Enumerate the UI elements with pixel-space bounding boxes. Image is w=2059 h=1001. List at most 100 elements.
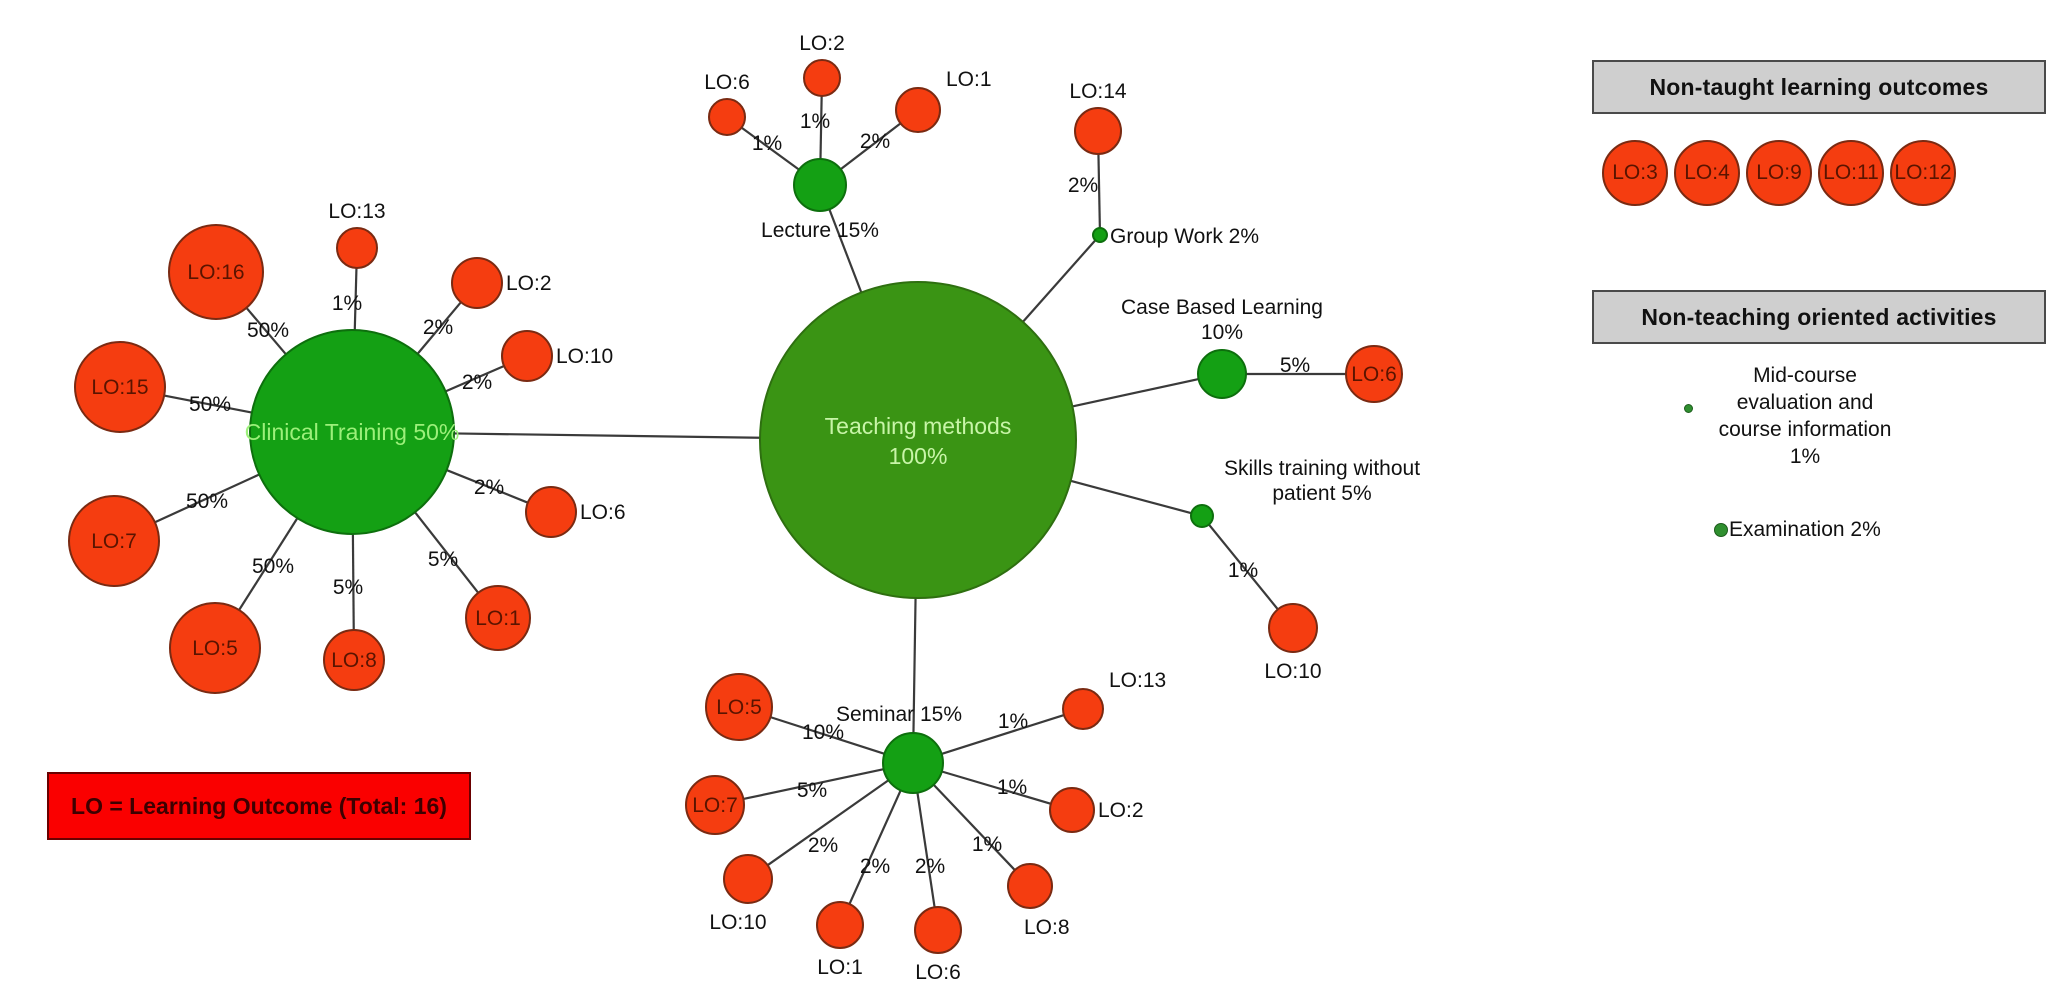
- edge-percent-label: 1%: [998, 710, 1028, 733]
- activity-line-1: Mid-course: [1753, 364, 1857, 387]
- edge-seminar-to-outcome-20: [916, 792, 936, 908]
- edge-percent-label: 2%: [462, 371, 492, 394]
- edge-percent-label: 2%: [860, 855, 890, 878]
- non-taught-lo-chip[interactable]: LO:9: [1746, 140, 1812, 206]
- learning-outcome-node[interactable]: [895, 87, 941, 133]
- learning-outcome-node[interactable]: [74, 341, 166, 433]
- edge-seminar-to-outcome-22: [941, 770, 1052, 805]
- activity-mid-course-evaluation: Mid-course evaluation and course informa…: [1640, 362, 1970, 470]
- learning-outcome-node[interactable]: [336, 227, 378, 269]
- teaching-method-node[interactable]: [1190, 504, 1214, 528]
- edge-seminar-to-outcome-16: [770, 716, 885, 755]
- legend-lo-key: LO = Learning Outcome (Total: 16): [47, 772, 471, 840]
- edge-percent-label: 50%: [247, 319, 289, 342]
- edge-percent-label: 2%: [423, 316, 453, 339]
- non-taught-lo-chip[interactable]: LO:11: [1818, 140, 1884, 206]
- teaching-method-node[interactable]: [249, 329, 455, 535]
- edge-percent-label: 10%: [802, 721, 844, 744]
- teaching-method-node[interactable]: [793, 158, 847, 212]
- edge-clinical-training-to-outcome-0: [245, 307, 287, 355]
- learning-outcome-node[interactable]: [816, 901, 864, 949]
- edge-seminar-to-outcome-23: [941, 714, 1065, 755]
- learning-outcome-node[interactable]: [685, 775, 745, 835]
- teaching-method-node[interactable]: [1197, 349, 1247, 399]
- edge-percent-label: 1%: [800, 110, 830, 133]
- learning-outcome-label: LO:2: [1098, 799, 1144, 822]
- edge-percent-label: 5%: [1280, 354, 1310, 377]
- edge-clinical-training-to-outcome-7: [446, 469, 529, 504]
- edge-seminar-to-outcome-21: [932, 783, 1016, 871]
- learning-outcome-node[interactable]: [1062, 688, 1104, 730]
- root-label: Teaching methods: [825, 413, 1012, 439]
- panel-non-teaching-title: Non-teaching oriented activities: [1641, 303, 1997, 330]
- learning-outcome-node[interactable]: [1074, 107, 1122, 155]
- learning-outcome-node[interactable]: [465, 585, 531, 651]
- edge-percent-label: 1%: [332, 292, 362, 315]
- edge-clinical-training-to-outcome-1: [163, 394, 253, 414]
- edge-clinical-training-to-outcome-9: [351, 533, 355, 631]
- learning-outcome-label: LO:6: [580, 501, 626, 524]
- learning-outcome-label: LO:10: [709, 911, 766, 934]
- learning-outcome-label: LO:6: [704, 71, 750, 94]
- edge-percent-label: 5%: [797, 779, 827, 802]
- edge-clinical-training-to-outcome-5: [416, 301, 462, 355]
- non-taught-lo-chip[interactable]: LO:3: [1602, 140, 1668, 206]
- non-taught-lo-chip[interactable]: LO:12: [1890, 140, 1956, 206]
- root-node[interactable]: [759, 281, 1077, 599]
- edge-clinical-training-to-outcome-6: [445, 364, 505, 393]
- learning-outcome-label: LO:2: [506, 272, 552, 295]
- learning-outcome-label: LO:13: [328, 200, 385, 223]
- legend-lo-key-label: LO = Learning Outcome (Total: 16): [71, 792, 447, 819]
- learning-outcome-label: LO:2: [799, 32, 845, 55]
- edge-percent-label: 2%: [474, 476, 504, 499]
- activity-dot-icon: [1684, 404, 1693, 413]
- edge-clinical-training-to-outcome-8: [414, 511, 480, 594]
- panel-non-teaching-header: Non-teaching oriented activities: [1592, 290, 2046, 344]
- teaching-method-node[interactable]: [1092, 227, 1108, 243]
- learning-outcome-node[interactable]: [708, 98, 746, 136]
- learning-outcome-label: LO:13: [1109, 669, 1166, 692]
- activity-examination: Examination 2%: [1714, 518, 1881, 542]
- learning-outcome-node[interactable]: [705, 673, 773, 741]
- learning-outcome-node[interactable]: [1007, 863, 1053, 909]
- learning-outcome-label: LO:5: [716, 696, 762, 719]
- learning-outcome-node[interactable]: [323, 629, 385, 691]
- teaching-method-label: Group Work 2%: [1110, 225, 1259, 248]
- teaching-method-label: Case Based Learning: [1121, 296, 1323, 319]
- edge-percent-label: 2%: [915, 855, 945, 878]
- learning-outcome-label: LO:8: [1024, 916, 1070, 939]
- examination-dot-icon: [1714, 523, 1728, 538]
- learning-outcome-node[interactable]: [168, 224, 264, 320]
- non-taught-lo-chip[interactable]: LO:4: [1674, 140, 1740, 206]
- learning-outcome-label: LO:8: [331, 649, 377, 672]
- edge-root-to-case-based-learning: [1072, 378, 1199, 408]
- learning-outcome-node[interactable]: [169, 602, 261, 694]
- teaching-method-label: Skills training without: [1224, 457, 1420, 480]
- learning-outcome-node[interactable]: [501, 330, 553, 382]
- teaching-method-label: Lecture 15%: [761, 219, 879, 242]
- learning-outcome-node[interactable]: [1049, 787, 1095, 833]
- learning-outcome-node[interactable]: [914, 906, 962, 954]
- learning-outcome-node[interactable]: [451, 257, 503, 309]
- edge-root-to-lecture: [828, 208, 863, 293]
- edge-group-work-to-outcome-13: [1097, 153, 1101, 229]
- edge-layer: [154, 95, 1346, 908]
- edge-seminar-to-outcome-18: [767, 779, 890, 867]
- teaching-method-node[interactable]: [882, 732, 944, 794]
- learning-outcome-node[interactable]: [68, 495, 160, 587]
- learning-outcome-node[interactable]: [1345, 345, 1403, 403]
- edge-percent-label: 1%: [752, 132, 782, 155]
- learning-outcome-node[interactable]: [803, 59, 841, 97]
- edge-lecture-to-outcome-12: [839, 122, 902, 171]
- learning-outcome-label: LO:1: [946, 68, 992, 91]
- edge-percent-label: 1%: [972, 833, 1002, 856]
- root-value: 100%: [889, 443, 948, 469]
- learning-outcome-node[interactable]: [525, 486, 577, 538]
- activity-line-2: evaluation and: [1736, 391, 1874, 414]
- learning-outcome-node[interactable]: [1268, 603, 1318, 653]
- edge-lecture-to-outcome-11: [819, 95, 823, 160]
- teaching-method-label: Seminar 15%: [836, 703, 962, 726]
- learning-outcome-node[interactable]: [723, 854, 773, 904]
